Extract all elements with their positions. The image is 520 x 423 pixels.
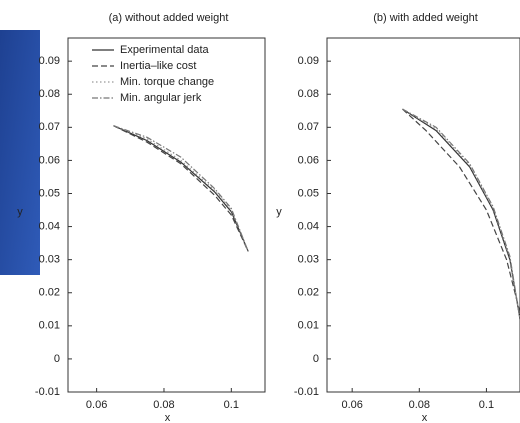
plot-frame bbox=[326, 37, 520, 393]
y-tick-label: 0.01 bbox=[298, 320, 319, 332]
series-line bbox=[402, 108, 520, 320]
plot-frame bbox=[67, 37, 266, 393]
legend-label: Experimental data bbox=[120, 44, 210, 56]
x-tick-label: 0.06 bbox=[341, 399, 362, 411]
y-tick-label: 0.01 bbox=[39, 320, 60, 332]
plot-area bbox=[402, 108, 520, 320]
y-tick-label: 0.02 bbox=[39, 287, 60, 299]
series-line bbox=[402, 108, 520, 320]
y-tick-label: 0.07 bbox=[298, 121, 319, 133]
y-tick-label: -0.01 bbox=[35, 386, 60, 398]
x-tick-label: 0.08 bbox=[153, 399, 174, 411]
y-tick-label: 0.03 bbox=[298, 254, 319, 266]
x-axis-label: x bbox=[422, 412, 428, 423]
series-line bbox=[113, 125, 249, 252]
x-tick-label: 0.08 bbox=[409, 399, 430, 411]
legend-label: Inertia–like cost bbox=[120, 60, 196, 72]
y-tick-label: 0 bbox=[54, 353, 60, 365]
y-tick-label: 0 bbox=[313, 353, 319, 365]
y-tick-label: 0.05 bbox=[298, 187, 319, 199]
x-tick-label: 0.1 bbox=[479, 399, 494, 411]
y-axis-label: y bbox=[276, 206, 282, 218]
x-axis-label: x bbox=[165, 412, 171, 423]
legend-label: Min. torque change bbox=[120, 76, 214, 88]
background-photo-edge bbox=[0, 0, 40, 275]
chart-title: (b) with added weight bbox=[373, 12, 478, 24]
y-tick-label: 0.05 bbox=[39, 187, 60, 199]
legend-label: Min. angular jerk bbox=[120, 92, 202, 104]
y-tick-label: -0.01 bbox=[294, 386, 319, 398]
series-line bbox=[113, 125, 249, 252]
y-tick-label: 0.03 bbox=[39, 254, 60, 266]
y-tick-label: 0.04 bbox=[298, 220, 319, 232]
series-line bbox=[402, 108, 520, 313]
y-tick-label: 0.06 bbox=[298, 154, 319, 166]
series-line bbox=[402, 108, 520, 320]
series-line bbox=[113, 125, 249, 252]
white-corner bbox=[0, 0, 40, 30]
chart-title: (a) without added weight bbox=[109, 12, 229, 24]
y-tick-label: 0.06 bbox=[39, 154, 60, 166]
x-tick-label: 0.06 bbox=[86, 399, 107, 411]
y-tick-label: 0.02 bbox=[298, 287, 319, 299]
x-tick-label: 0.1 bbox=[224, 399, 239, 411]
y-axis-label: y bbox=[17, 206, 23, 218]
plot-area bbox=[113, 125, 249, 252]
y-tick-label: 0.09 bbox=[39, 55, 60, 67]
y-tick-label: 0.09 bbox=[298, 55, 319, 67]
y-tick-label: 0.08 bbox=[39, 88, 60, 100]
series-line bbox=[113, 125, 249, 252]
y-tick-label: 0.07 bbox=[39, 121, 60, 133]
y-tick-label: 0.04 bbox=[39, 220, 60, 232]
y-tick-label: 0.08 bbox=[298, 88, 319, 100]
